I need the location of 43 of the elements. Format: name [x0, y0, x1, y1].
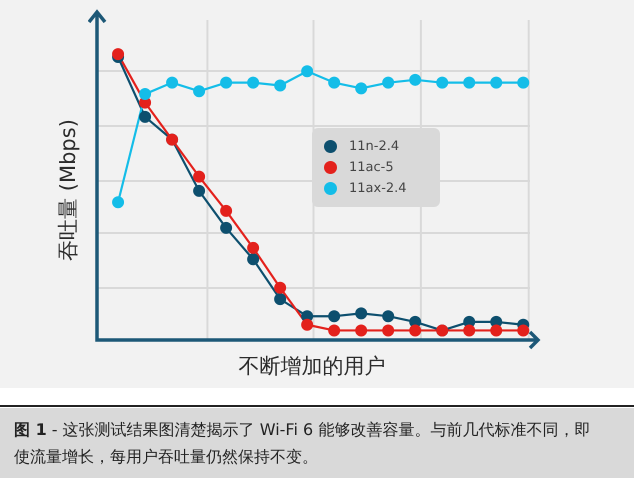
point	[301, 318, 314, 331]
point	[193, 184, 206, 197]
legend-label: 11n-2.4	[349, 139, 400, 154]
point	[247, 253, 260, 266]
point	[301, 65, 314, 78]
point	[328, 324, 340, 336]
point	[355, 82, 368, 94]
point	[220, 76, 232, 89]
point	[247, 76, 260, 89]
point	[166, 76, 178, 89]
legend-label: 11ac-5	[349, 160, 394, 175]
point	[220, 204, 232, 217]
point	[112, 48, 124, 60]
point	[328, 76, 340, 89]
point	[463, 324, 476, 336]
point	[139, 88, 152, 100]
point	[274, 293, 286, 306]
point	[355, 307, 368, 320]
point	[409, 74, 422, 86]
point	[193, 85, 206, 98]
point	[490, 324, 502, 336]
point	[490, 76, 502, 89]
point	[355, 324, 368, 336]
point	[193, 170, 206, 183]
point	[139, 110, 152, 123]
caption: 图 1 - 这张测试结果图清楚揭示了 Wi-Fi 6 能够改善容量。与前几代标准不同，即使流量增长，每用户吞吐量仍然保持不变。	[14, 420, 590, 466]
y-axis-title: 吞吐量 (Mbps)	[55, 119, 81, 261]
point	[382, 310, 394, 322]
point	[517, 76, 530, 89]
point	[274, 282, 286, 294]
point	[112, 196, 124, 208]
x-axis-title: 不断增加的用户	[238, 353, 386, 380]
point	[382, 324, 394, 336]
point	[274, 80, 286, 92]
point	[328, 310, 340, 322]
point	[517, 324, 530, 336]
point	[463, 76, 476, 89]
legend-label: 11ax-2.4	[349, 181, 407, 196]
point	[409, 324, 422, 336]
point	[247, 242, 260, 254]
point	[436, 76, 448, 89]
point	[220, 222, 232, 234]
point	[382, 76, 394, 89]
